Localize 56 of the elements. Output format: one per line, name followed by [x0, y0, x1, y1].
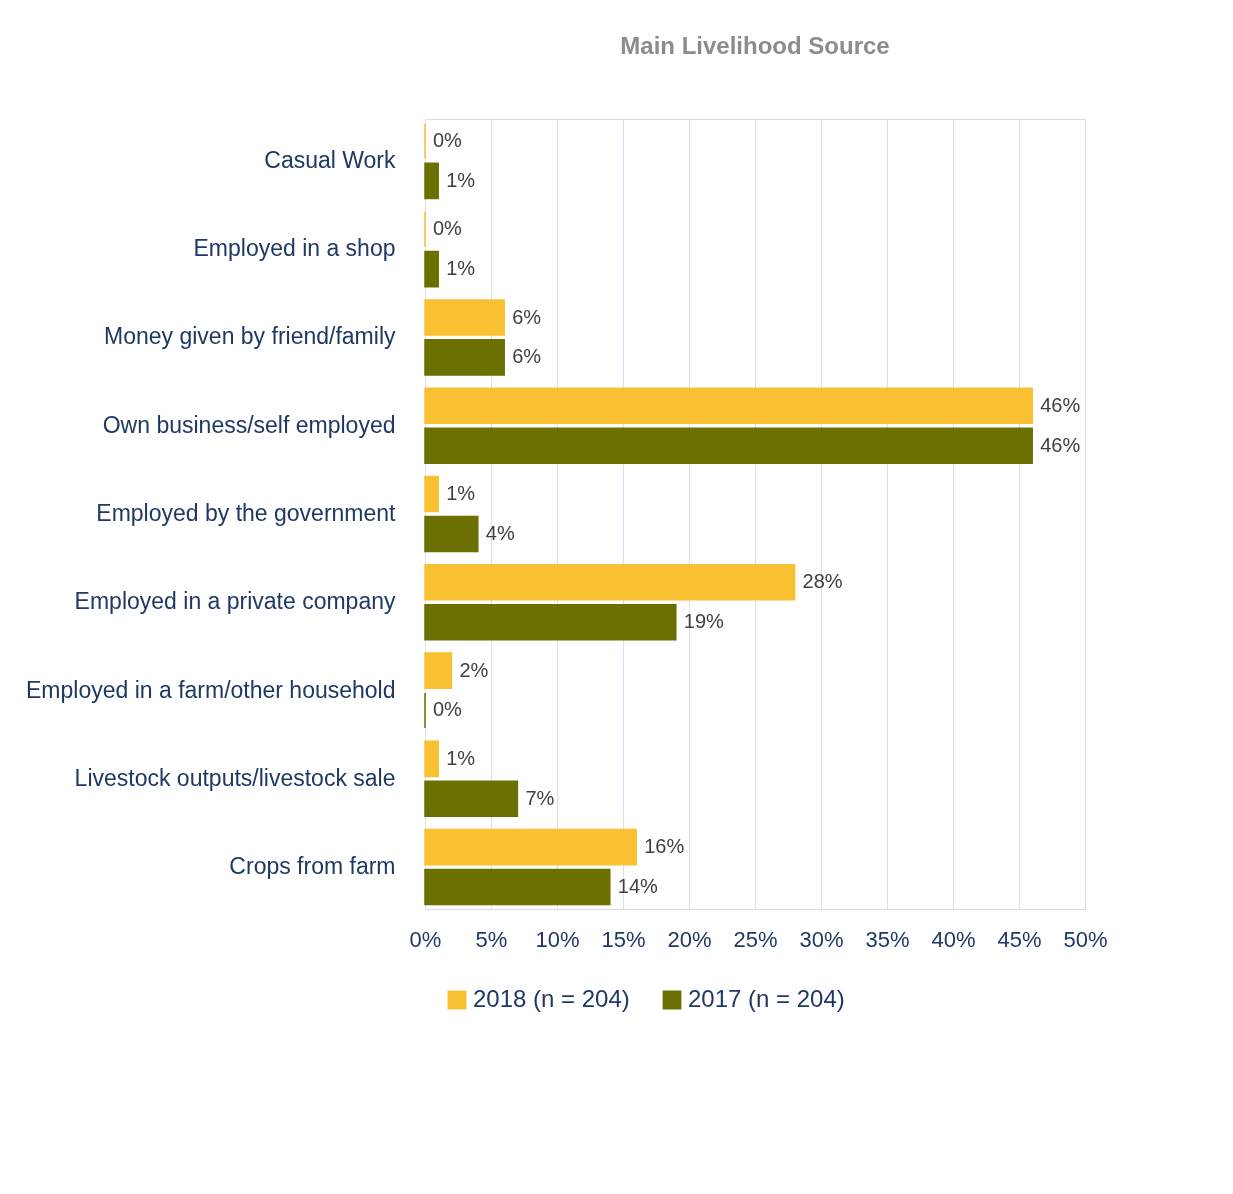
y-tick-label: Money given by friend/family — [104, 323, 396, 350]
data-label: 6% — [512, 305, 542, 328]
x-tick-label: 30% — [799, 926, 844, 952]
bar — [424, 868, 611, 906]
bar — [424, 250, 439, 288]
bar — [424, 299, 505, 336]
bar — [424, 515, 479, 553]
data-label: 7% — [525, 786, 555, 809]
bar — [424, 475, 439, 513]
x-tick-label: 25% — [733, 926, 778, 952]
data-label: 4% — [485, 521, 515, 544]
bar — [424, 339, 505, 376]
bar — [424, 740, 439, 778]
x-tick-label: 0% — [409, 926, 442, 952]
y-tick-label: Employed in a private company — [74, 588, 396, 615]
data-label: 0% — [433, 217, 463, 240]
chart-title: Main Livelihood Source — [620, 32, 890, 59]
data-label: 1% — [446, 746, 476, 769]
bar — [424, 387, 1033, 425]
data-label: 14% — [617, 875, 659, 898]
data-label: 6% — [512, 345, 542, 368]
bar — [424, 162, 439, 200]
x-tick-label: 10% — [535, 926, 580, 952]
bar — [424, 780, 519, 818]
data-label: 46% — [1040, 433, 1081, 456]
bar — [424, 427, 1033, 464]
x-tick-label: 40% — [931, 926, 976, 952]
y-tick-label: Own business/self employed — [102, 411, 396, 438]
x-tick-label: 5% — [475, 926, 508, 952]
x-tick-label: 20% — [667, 926, 712, 952]
y-tick-label: Crops from farm — [229, 853, 396, 880]
data-label: 19% — [683, 610, 725, 633]
x-tick-label: 45% — [997, 926, 1042, 952]
x-tick-label: 50% — [1063, 926, 1108, 952]
y-tick-label: Employed by the government — [96, 500, 397, 526]
data-label: 28% — [802, 570, 843, 593]
data-label: 2% — [459, 658, 489, 681]
bar — [424, 828, 637, 866]
data-label: 46% — [1040, 393, 1081, 416]
data-label: 16% — [644, 835, 685, 858]
x-tick-label: 15% — [601, 926, 646, 952]
data-label: 0% — [433, 698, 463, 721]
bar — [424, 564, 796, 601]
data-label: 0% — [433, 128, 463, 151]
data-label: 1% — [446, 482, 476, 505]
y-tick-label: Employed in a shop — [193, 235, 396, 262]
data-label: 1% — [446, 168, 476, 191]
legend-label: 2017 (n = 204) — [688, 985, 845, 1012]
x-tick-label: 35% — [865, 926, 910, 952]
data-label: 1% — [446, 257, 476, 280]
bar — [424, 603, 677, 641]
bar — [424, 652, 453, 689]
legend-label: 2018 (n = 204) — [473, 985, 630, 1012]
y-tick-label: Livestock outputs/livestock sale — [74, 764, 396, 791]
y-tick-label: Employed in a farm/other household — [26, 676, 396, 703]
y-tick-label: Casual Work — [264, 146, 396, 173]
